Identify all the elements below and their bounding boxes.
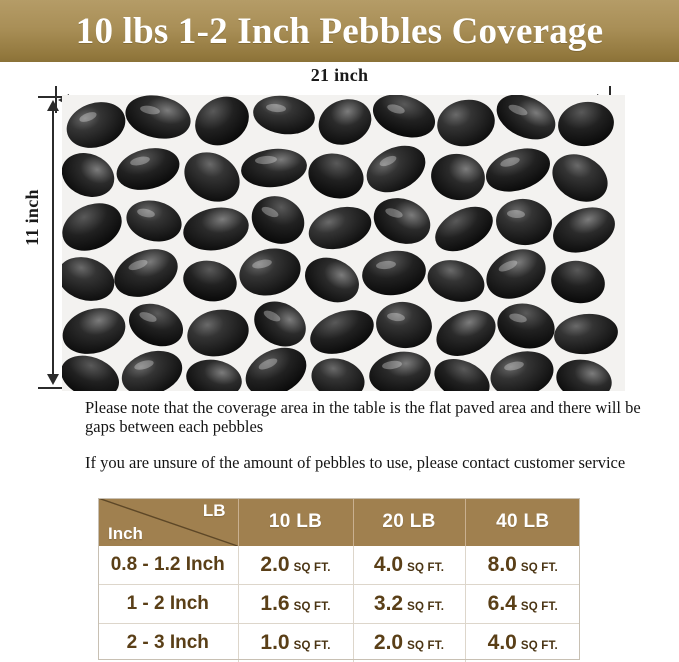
column-header-20lb: 20 LB: [353, 498, 465, 546]
cell-unit: SQ FT.: [407, 601, 444, 613]
cell-value: 4.0: [488, 631, 517, 654]
height-dimension-arrow: [45, 100, 61, 385]
note-coverage-disclaimer: Please note that the coverage area in th…: [85, 398, 645, 437]
cell-10lb: 1.6 SQ FT.: [238, 585, 353, 624]
table-row: 2 - 3 Inch 1.0 SQ FT. 2.0 SQ FT. 4.0 SQ FT.: [98, 624, 580, 662]
cell-20lb: 3.2 SQ FT.: [353, 585, 465, 624]
cell-unit: SQ FT.: [521, 601, 558, 613]
column-header-40lb-label: 40 LB: [496, 511, 549, 532]
table-header-row: LB Inch 10 LB 20 LB 40 LB: [98, 498, 580, 546]
coverage-table: LB Inch 10 LB 20 LB 40 LB 0.8 - 1.2 Inch…: [98, 498, 580, 662]
cell-40lb: 4.0 SQ FT.: [465, 624, 580, 662]
cell-value: 1.0: [260, 631, 289, 654]
product-photo-area: 21 inch 11 inch: [0, 62, 679, 392]
row-size-label: 0.8 - 1.2 Inch: [98, 546, 238, 585]
cell-unit: SQ FT.: [521, 640, 558, 652]
arrow-head-down-icon: [47, 374, 59, 385]
cell-unit: SQ FT.: [294, 601, 331, 613]
corner-header-weight-label: LB: [203, 501, 226, 521]
width-dimension-label: 21 inch: [0, 65, 679, 86]
row-size-label: 2 - 3 Inch: [98, 624, 238, 662]
note-customer-service: If you are unsure of the amount of pebbl…: [85, 453, 645, 472]
cell-10lb: 2.0 SQ FT.: [238, 546, 353, 585]
cell-value: 8.0: [488, 553, 517, 576]
table-row: 0.8 - 1.2 Inch 2.0 SQ FT. 4.0 SQ FT. 8.0 SQ…: [98, 546, 580, 585]
cell-unit: SQ FT.: [407, 640, 444, 652]
notes-section: Please note that the coverage area in th…: [85, 398, 645, 472]
cell-value: 2.0: [374, 631, 403, 654]
pebble-photograph: [62, 95, 625, 391]
cell-40lb: 8.0 SQ FT.: [465, 546, 580, 585]
corner-header-size-label: Inch: [108, 524, 143, 544]
table-row: 1 - 2 Inch 1.6 SQ FT. 3.2 SQ FT. 6.4 SQ FT.: [98, 585, 580, 624]
column-header-20lb-label: 20 LB: [382, 511, 435, 532]
cell-10lb: 1.0 SQ FT.: [238, 624, 353, 662]
cell-value: 3.2: [374, 592, 403, 615]
column-header-10lb: 10 LB: [238, 498, 353, 546]
row-size-label: 1 - 2 Inch: [98, 585, 238, 624]
height-dimension-label: 11 inch: [22, 189, 43, 246]
table-corner-header: LB Inch: [98, 498, 238, 546]
cell-unit: SQ FT.: [521, 562, 558, 574]
page-title: 10 lbs 1-2 Inch Pebbles Coverage: [76, 13, 603, 50]
cell-40lb: 6.4 SQ FT.: [465, 585, 580, 624]
cell-value: 1.6: [260, 592, 289, 615]
cell-value: 2.0: [260, 553, 289, 576]
cell-20lb: 4.0 SQ FT.: [353, 546, 465, 585]
arrow-head-up-icon: [47, 100, 59, 111]
title-banner: 10 lbs 1-2 Inch Pebbles Coverage: [0, 0, 679, 62]
cell-unit: SQ FT.: [294, 640, 331, 652]
cell-unit: SQ FT.: [294, 562, 331, 574]
height-arrow-shaft: [52, 106, 54, 379]
cell-20lb: 2.0 SQ FT.: [353, 624, 465, 662]
column-header-10lb-label: 10 LB: [269, 511, 322, 532]
cell-value: 4.0: [374, 553, 403, 576]
cell-value: 6.4: [488, 592, 517, 615]
column-header-40lb: 40 LB: [465, 498, 580, 546]
cell-unit: SQ FT.: [407, 562, 444, 574]
